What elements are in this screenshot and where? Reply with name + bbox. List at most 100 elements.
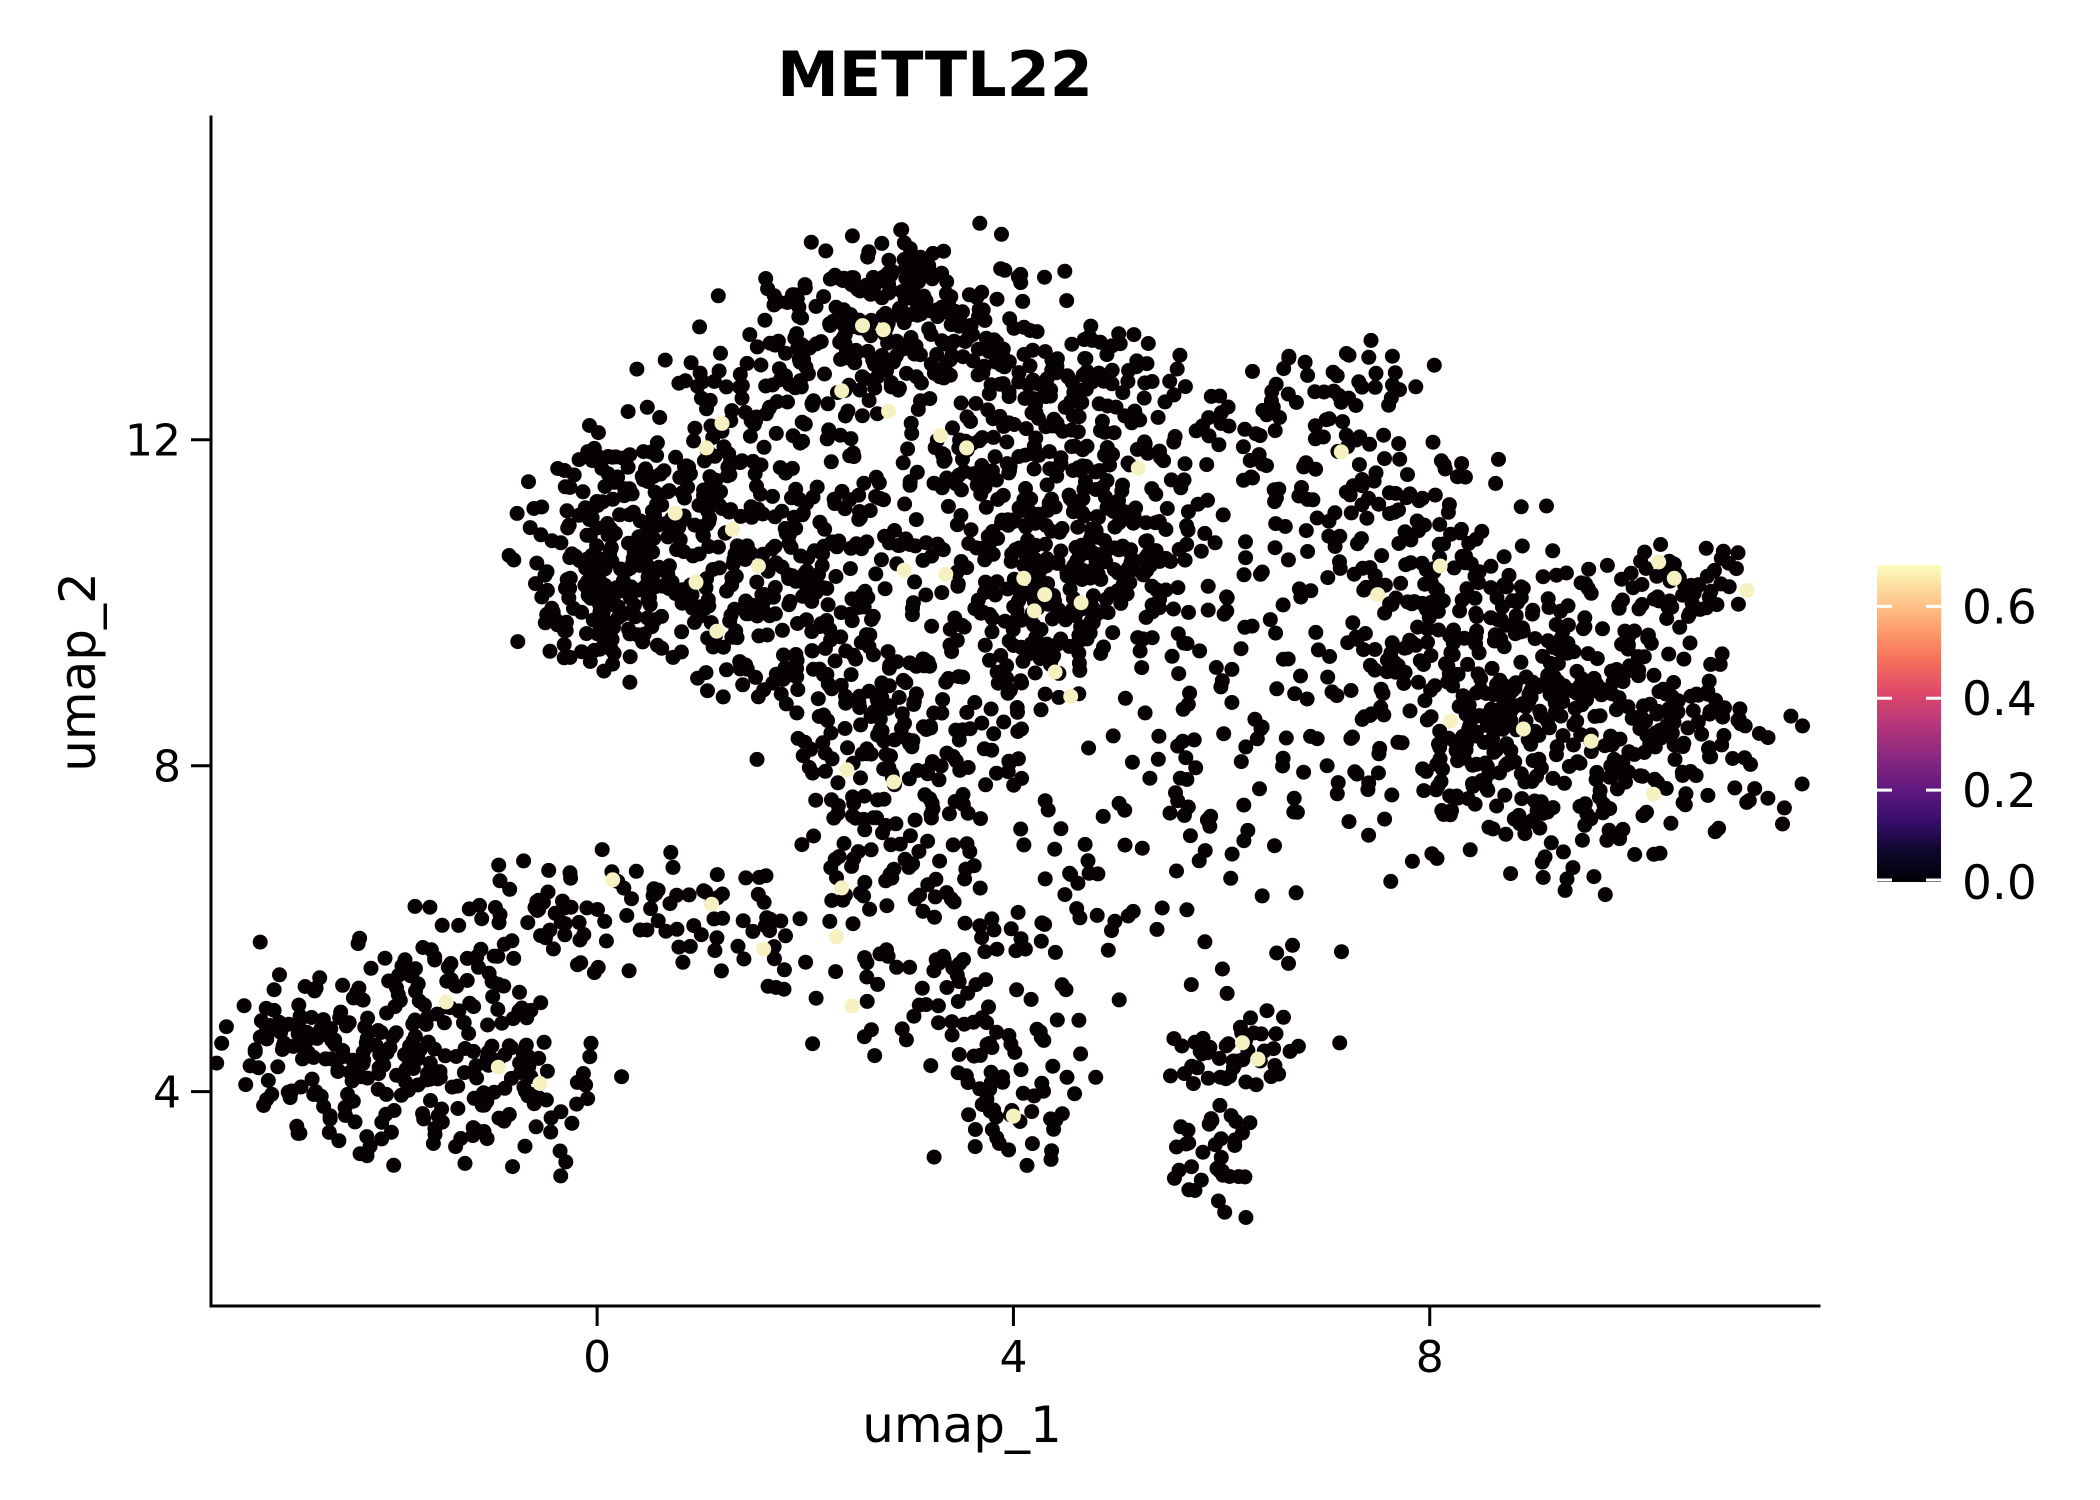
- data-point: [939, 470, 955, 486]
- data-point: [1071, 1012, 1087, 1028]
- data-point: [1120, 373, 1136, 389]
- data-point: [1627, 847, 1643, 862]
- data-point: [1335, 414, 1351, 430]
- y-axis-title: umap_2: [49, 572, 107, 772]
- data-point: [513, 1065, 529, 1080]
- data-point: [922, 658, 938, 674]
- data-point: [1498, 757, 1514, 773]
- data-point: [1075, 367, 1091, 383]
- data-point-highlight: [896, 562, 912, 578]
- data-point: [1404, 853, 1420, 869]
- data-point: [1599, 557, 1615, 573]
- data-point: [1011, 365, 1027, 381]
- data-point: [1394, 735, 1410, 751]
- data-point: [1408, 379, 1424, 395]
- data-point: [972, 880, 988, 896]
- data-point: [894, 721, 909, 736]
- data-point: [955, 451, 970, 467]
- data-point: [1711, 820, 1727, 836]
- data-point: [1425, 434, 1441, 450]
- data-point: [902, 655, 918, 671]
- data-point: [1322, 649, 1338, 664]
- data-point: [789, 705, 805, 721]
- data-point: [745, 923, 761, 939]
- data-point: [987, 449, 1003, 465]
- data-point: [1262, 612, 1278, 628]
- data-point: [1675, 795, 1691, 811]
- data-point: [867, 1048, 883, 1064]
- data-point: [1363, 332, 1379, 348]
- data-point: [675, 954, 691, 970]
- data-point: [1341, 814, 1357, 830]
- data-point: [936, 243, 952, 259]
- data-point: [557, 916, 573, 932]
- data-point: [1603, 728, 1619, 744]
- data-point: [1540, 591, 1556, 607]
- data-point-highlight: [667, 505, 683, 521]
- data-point: [1435, 761, 1450, 777]
- data-point: [912, 887, 927, 903]
- data-point: [973, 811, 988, 827]
- data-point: [487, 900, 503, 915]
- data-point: [333, 1004, 349, 1020]
- data-point: [983, 701, 999, 717]
- data-point: [1321, 411, 1337, 427]
- data-point: [1080, 853, 1096, 869]
- data-point: [1169, 361, 1185, 377]
- data-point: [292, 1125, 308, 1141]
- data-point: [744, 509, 760, 525]
- data-point: [749, 574, 765, 590]
- data-point: [975, 604, 991, 620]
- data-point: [944, 1027, 960, 1043]
- data-point: [1097, 489, 1113, 505]
- data-point: [1433, 453, 1449, 469]
- data-point: [758, 868, 774, 884]
- data-point: [1044, 1143, 1060, 1159]
- data-point: [337, 1099, 353, 1115]
- data-point: [1105, 728, 1121, 744]
- data-point: [1316, 384, 1332, 400]
- data-point: [1659, 611, 1675, 626]
- data-point: [1200, 578, 1216, 594]
- colorbar: 0.6 0.4 0.2 0.0: [1877, 565, 2037, 911]
- data-point: [1183, 977, 1199, 993]
- data-point: [517, 1083, 533, 1099]
- data-point: [1387, 504, 1402, 520]
- data-point: [444, 1079, 460, 1095]
- data-point: [838, 695, 854, 711]
- data-point: [706, 911, 722, 927]
- data-point-highlight: [688, 574, 704, 590]
- data-point: [829, 539, 845, 555]
- data-point: [709, 867, 725, 883]
- data-point: [840, 403, 856, 419]
- data-point: [820, 396, 836, 412]
- data-point: [941, 806, 957, 822]
- data-point: [434, 917, 450, 933]
- data-point: [1059, 1069, 1075, 1085]
- data-point: [1709, 597, 1725, 613]
- data-point: [977, 637, 993, 653]
- data-point: [377, 950, 393, 966]
- data-point: [928, 871, 944, 887]
- data-point: [394, 958, 410, 974]
- data-point: [936, 453, 952, 469]
- data-point: [1041, 444, 1057, 460]
- data-point: [1351, 374, 1367, 390]
- data-point: [1343, 505, 1359, 521]
- data-point: [756, 439, 772, 455]
- data-point: [1730, 545, 1746, 561]
- data-point: [1057, 887, 1073, 903]
- data-point: [978, 777, 994, 793]
- data-point: [543, 1124, 559, 1140]
- data-point: [989, 765, 1004, 781]
- data-point: [972, 918, 988, 934]
- data-point: [957, 915, 973, 931]
- data-point: [1175, 701, 1191, 717]
- data-point: [1374, 548, 1390, 564]
- data-point: [1220, 1036, 1236, 1052]
- data-point: [1603, 758, 1619, 774]
- data-point: [501, 1038, 517, 1054]
- data-point: [1212, 388, 1228, 404]
- data-point: [907, 346, 922, 362]
- data-point: [699, 401, 714, 417]
